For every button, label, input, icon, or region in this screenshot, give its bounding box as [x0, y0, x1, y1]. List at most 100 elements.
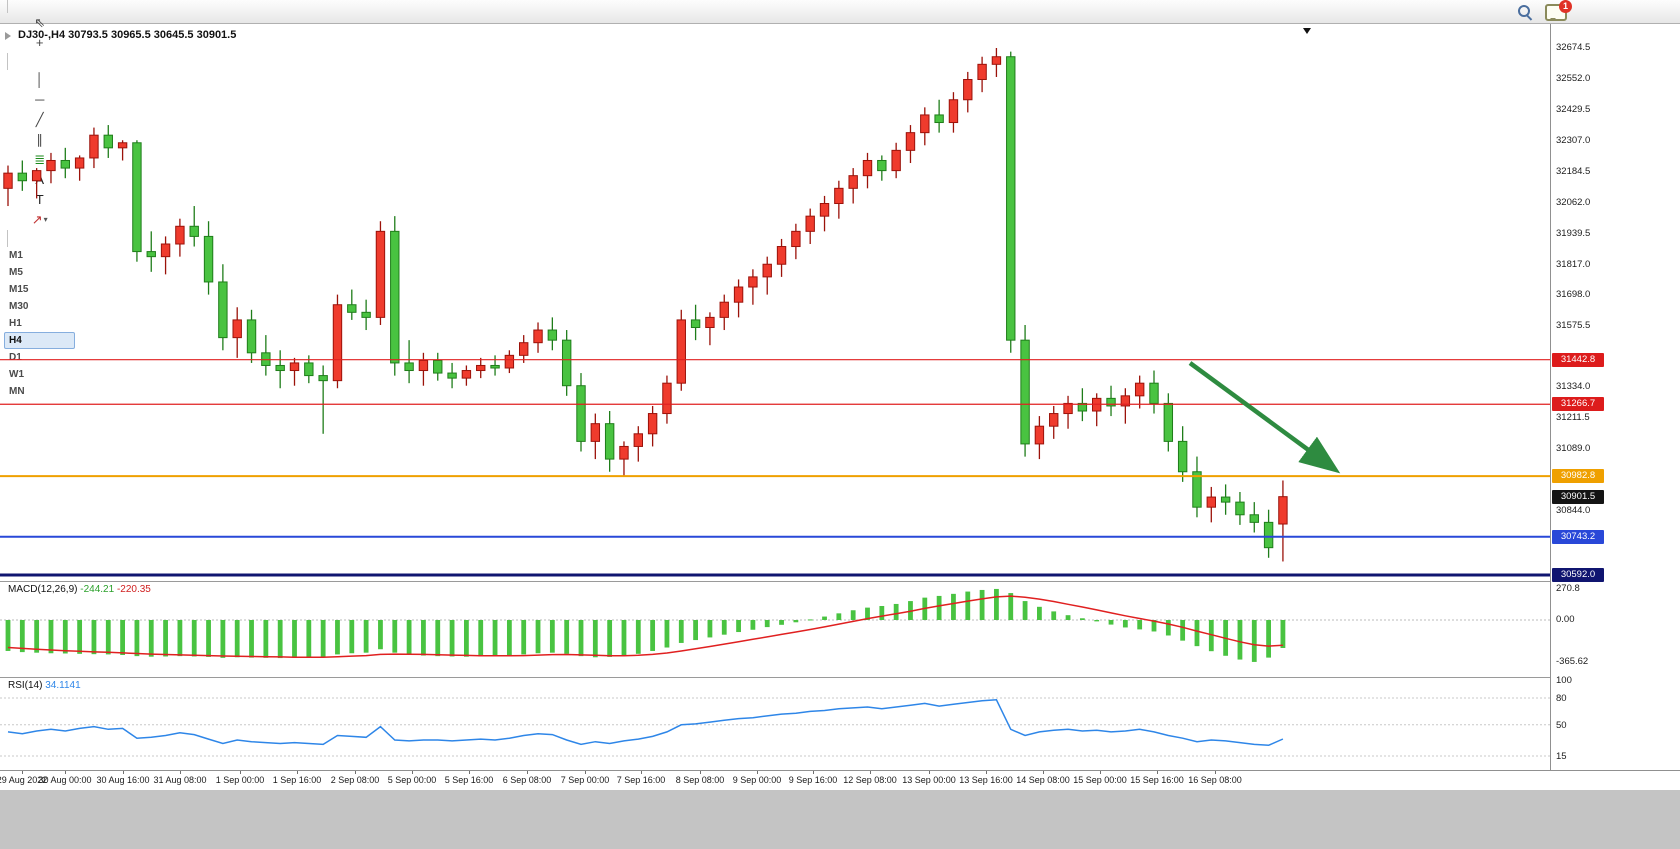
time-tick: [929, 771, 930, 774]
vertical-line-icon[interactable]: │: [3, 70, 76, 90]
macd-histogram-bar: [549, 620, 555, 653]
search-icon[interactable]: [1516, 3, 1533, 20]
time-tick: [986, 771, 987, 774]
candle: [447, 362, 457, 389]
rsi-label: RSI(14) 34.1141: [8, 680, 81, 691]
timeframe-d1[interactable]: D1: [9, 352, 22, 363]
timeframe-mn[interactable]: MN: [9, 386, 25, 397]
time-tick: [65, 771, 66, 774]
price-tick: 32307.0: [1556, 135, 1591, 146]
time-axis[interactable]: 29 Aug 2022 30 Aug 00:00 30 Aug 16:00 31 Au…: [0, 770, 1680, 790]
candle: [819, 195, 830, 232]
macd-histogram-bar: [177, 620, 183, 657]
equidistant-channel-icon[interactable]: ∥: [3, 130, 76, 150]
timeframe-h4[interactable]: H4: [4, 332, 76, 349]
macd-signal-value: -220.35: [116, 584, 151, 595]
crosshair-icon-glyph: +: [35, 35, 44, 50]
timeframe-m1[interactable]: M1: [9, 250, 23, 261]
chart-dropdown-triangle-icon[interactable]: [1303, 28, 1311, 34]
macd-histogram-bar: [435, 620, 441, 657]
price-axis[interactable]: 32674.5 32552.0 32429.5 32307.0 32184.5 32062…: [1550, 24, 1680, 770]
macd-histogram-bar: [263, 620, 269, 658]
timeframe-m5[interactable]: M5: [9, 267, 23, 278]
time-label: 2 Sep 08:00: [330, 775, 380, 785]
rsi-panel-canvas[interactable]: [0, 678, 1550, 770]
macd-histogram-bar: [277, 620, 283, 659]
macd-signal-line: [7, 595, 1283, 659]
candle: [175, 218, 185, 257]
timeframe-w1[interactable]: W1: [9, 369, 24, 380]
macd-histogram-bar: [1266, 620, 1271, 658]
panel-separator[interactable]: [0, 677, 1680, 678]
candle: [547, 317, 558, 351]
macd-panel-canvas[interactable]: [0, 582, 1550, 677]
macd-histogram-bar: [1094, 620, 1100, 622]
cursor-icon[interactable]: ⇖: [3, 13, 76, 33]
chat-icon[interactable]: 1: [1545, 0, 1572, 21]
timeframe-h1[interactable]: H1: [9, 318, 22, 329]
price-tick: 32429.5: [1556, 104, 1591, 115]
macd-histogram-bar: [48, 620, 54, 654]
one-click-trading-arrow-icon[interactable]: [5, 32, 11, 40]
arrows-tool-icon[interactable]: ↗ ▾: [3, 210, 76, 230]
time-label: 30 Aug 00:00: [38, 775, 92, 785]
candle: [963, 71, 973, 113]
main-toolbar: ▦新订单▾◆●●▶自动交易▥◫∿⊕⊖▦⇥⇤▧▾◷▾⊞▾⇖+│─╱∥≣AT↗▾M1…: [0, 0, 1680, 397]
candle: [1006, 51, 1016, 353]
price-tick: 30844.0: [1556, 505, 1591, 517]
macd-histogram-bar: [994, 588, 999, 620]
candle: [74, 155, 85, 181]
macd-histogram-bar: [736, 620, 741, 633]
macd-histogram-bar: [1108, 620, 1114, 625]
time-label: 15 Sep 00:00: [1073, 775, 1127, 785]
toolbar-separator: [7, 0, 8, 13]
rsi-line: [7, 699, 1284, 747]
macd-histogram-bar: [19, 620, 25, 653]
macd-histogram-bar: [34, 620, 40, 653]
macd-histogram-bar: [707, 620, 713, 638]
time-label: 8 Sep 08:00: [675, 775, 725, 785]
macd-histogram-bar: [363, 620, 369, 653]
time-label: 13 Sep 16:00: [959, 775, 1013, 785]
horizontal-line-icon[interactable]: ─: [3, 90, 76, 110]
price-tick: 31939.5: [1556, 228, 1591, 239]
candle: [1049, 405, 1059, 439]
chevron-down-icon: ▾: [43, 215, 48, 224]
candle: [375, 221, 386, 325]
time-tick: [1215, 771, 1216, 774]
crosshair-icon[interactable]: +: [3, 33, 76, 53]
text-label-icon[interactable]: T: [3, 190, 76, 210]
macd-histogram-bar: [1079, 618, 1085, 620]
notification-badge[interactable]: 1: [1559, 0, 1572, 13]
macd-histogram-bar: [1022, 601, 1028, 620]
candle: [1177, 426, 1188, 482]
candle: [289, 357, 300, 386]
window-bottom-area: [0, 790, 1680, 849]
chart-title: DJ30-,H4 30793.5 30965.5 30645.5 30901.5: [18, 29, 237, 41]
fibonacci-icon[interactable]: ≣: [3, 150, 76, 170]
candle: [1192, 456, 1202, 518]
candle: [934, 99, 944, 133]
candle: [404, 340, 414, 384]
macd-histogram-bar: [564, 620, 570, 654]
candle: [948, 92, 959, 133]
timeframe-m15[interactable]: M15: [9, 284, 29, 295]
main-chart-canvas[interactable]: [0, 24, 1550, 581]
macd-histogram-bar: [449, 620, 455, 657]
macd-histogram-bar: [91, 620, 97, 655]
macd-histogram-bar: [1122, 620, 1128, 628]
equidistant-channel-icon-glyph: ∥: [36, 132, 43, 147]
price-tick: 31211.5: [1556, 412, 1590, 424]
panel-separator[interactable]: [0, 581, 1680, 582]
candle: [733, 279, 744, 318]
trend-arrow-annotation[interactable]: [1188, 361, 1341, 474]
time-tick: [412, 771, 413, 774]
candle: [1034, 416, 1045, 460]
toolbar-right-area: 1: [1516, 0, 1572, 21]
macd-histogram-bar: [492, 620, 498, 657]
timeframe-m30[interactable]: M30: [9, 301, 29, 312]
macd-histogram-bar: [822, 616, 827, 620]
candle: [31, 168, 42, 199]
candle: [1020, 324, 1030, 457]
trendline-icon[interactable]: ╱: [3, 110, 76, 130]
